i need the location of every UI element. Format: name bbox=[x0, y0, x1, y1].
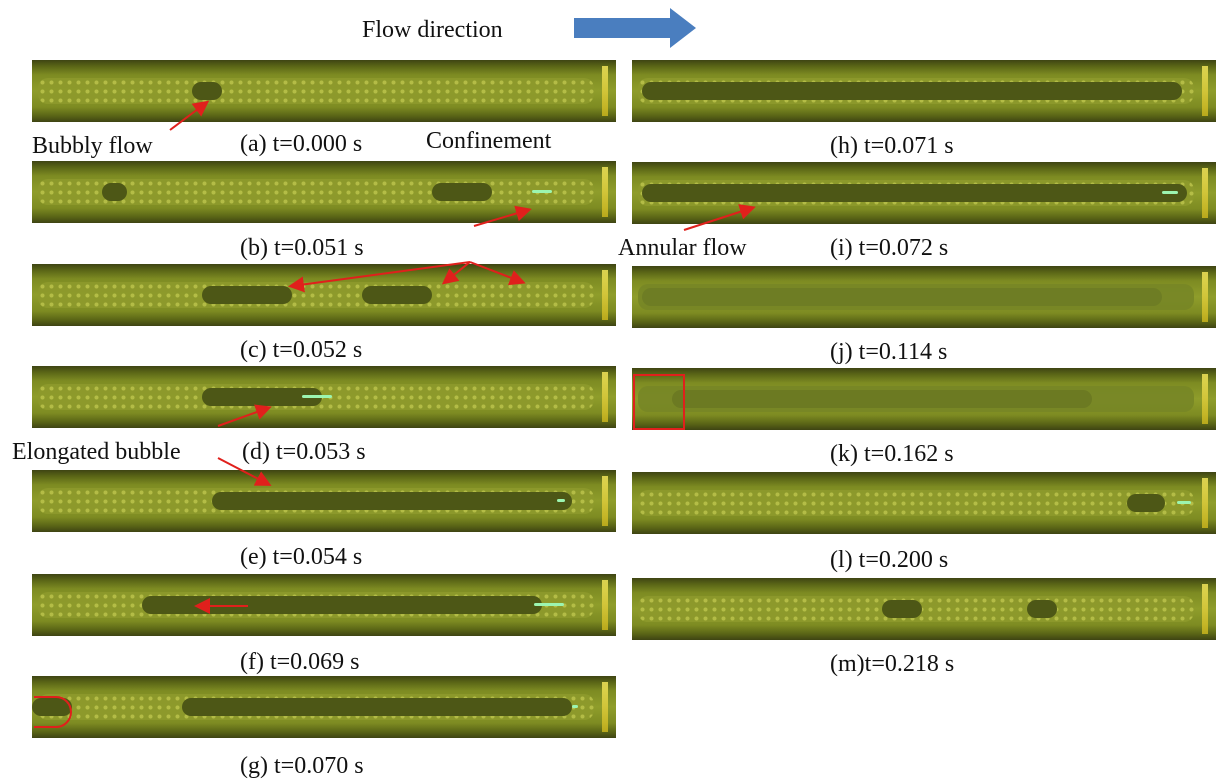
frame-e-image bbox=[32, 470, 616, 532]
frame-d-image bbox=[32, 366, 616, 428]
frame-c-image bbox=[32, 264, 616, 326]
frame-h-image bbox=[632, 60, 1216, 122]
frame-m-image bbox=[632, 578, 1216, 640]
frame-k-image bbox=[632, 368, 1216, 430]
label-bubbly-flow: Bubbly flow bbox=[32, 133, 153, 159]
frame-a-image bbox=[32, 60, 616, 122]
frame-j-image bbox=[632, 266, 1216, 328]
caption-j: (j) t=0.114 s bbox=[830, 339, 948, 365]
frame-l-image bbox=[632, 472, 1216, 534]
label-elongated-bubble: Elongated bubble bbox=[12, 439, 181, 465]
caption-i: (i) t=0.072 s bbox=[830, 235, 949, 261]
frame-f-image bbox=[32, 574, 616, 636]
caption-m: (m)t=0.218 s bbox=[830, 651, 955, 677]
label-annular-flow: Annular flow bbox=[618, 235, 747, 261]
caption-k: (k) t=0.162 s bbox=[830, 441, 954, 467]
flow-direction-label: Flow direction bbox=[362, 17, 503, 43]
frame-i-image bbox=[632, 162, 1216, 224]
caption-g: (g) t=0.070 s bbox=[240, 753, 364, 779]
caption-b: (b) t=0.051 s bbox=[240, 235, 364, 261]
caption-d: (d) t=0.053 s bbox=[242, 439, 366, 465]
flow-direction-arrow-icon bbox=[574, 8, 696, 48]
caption-f: (f) t=0.069 s bbox=[240, 649, 360, 675]
caption-c: (c) t=0.052 s bbox=[240, 337, 363, 363]
caption-e: (e) t=0.054 s bbox=[240, 544, 363, 570]
label-confinement: Confinement bbox=[426, 128, 552, 154]
frame-g-image bbox=[32, 676, 616, 738]
frame-b-image bbox=[32, 161, 616, 223]
caption-h: (h) t=0.071 s bbox=[830, 133, 954, 159]
caption-l: (l) t=0.200 s bbox=[830, 547, 949, 573]
caption-a: (a) t=0.000 s bbox=[240, 131, 363, 157]
